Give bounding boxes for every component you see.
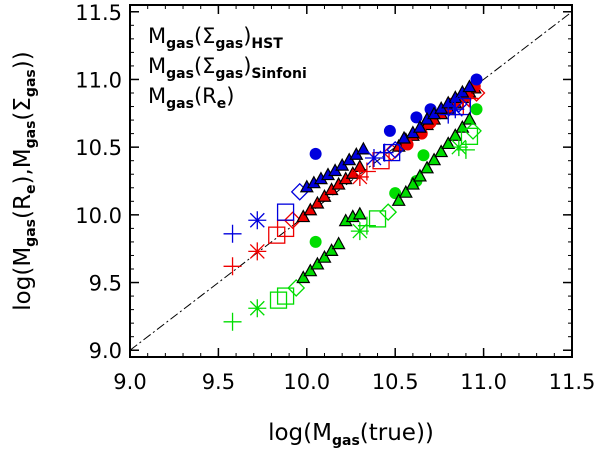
data-point-star — [449, 138, 468, 157]
data-points — [223, 73, 486, 331]
data-point-diamond — [464, 121, 482, 140]
data-point-star — [248, 211, 267, 230]
legend: Mgas(Σgas)HST Mgas(Σgas)Sinfoni Mgas(Re) — [148, 24, 307, 112]
data-point-square — [460, 127, 479, 145]
data-point-plus — [357, 216, 376, 235]
data-point-square — [368, 210, 387, 228]
x-tick-label: 9.5 — [202, 370, 235, 394]
data-point-square — [276, 219, 295, 238]
y-axis-title: log(Mgas(Re),Mgas(Σgas)) — [10, 51, 39, 310]
data-point-plus — [223, 224, 242, 243]
series-1 — [223, 73, 483, 243]
series-2 — [223, 103, 483, 331]
x-tick-label: 9.0 — [113, 370, 146, 394]
data-point-star — [364, 148, 383, 167]
x-tick-label: 10.5 — [372, 370, 419, 394]
data-point-tri — [441, 136, 456, 150]
data-point-circle — [470, 73, 483, 86]
data-point-tri — [405, 176, 420, 190]
data-point-tri — [462, 79, 477, 93]
data-point-plus — [223, 257, 242, 276]
data-point-tri — [391, 193, 406, 206]
data-point-tri — [434, 144, 449, 158]
x-tick-label: 11.5 — [549, 370, 596, 394]
data-point-diamond — [283, 211, 302, 230]
data-point-plus — [223, 312, 242, 331]
data-point-star — [446, 100, 465, 119]
data-point-tri — [303, 202, 318, 216]
one-to-one-line — [129, 11, 573, 351]
data-point-diamond — [449, 94, 468, 113]
data-point-tri — [310, 256, 325, 270]
data-point-tri — [412, 168, 427, 182]
data-point-star — [350, 222, 369, 241]
data-point-tri — [317, 249, 332, 263]
data-point-circle — [470, 103, 483, 116]
data-point-tri — [352, 206, 367, 220]
y-tick-label: 11.0 — [75, 68, 122, 92]
x-ticks: 9.0 9.5 10.0 10.5 11.0 11.5 — [113, 5, 595, 394]
legend-entry-re: Mgas(Re) — [148, 84, 234, 112]
data-point-square — [276, 287, 295, 305]
x-axis-title: log(Mgas(true)) — [268, 420, 434, 449]
data-point-tri — [412, 119, 427, 133]
data-point-tri — [331, 236, 346, 250]
data-point-tri — [303, 263, 318, 277]
data-point-tri — [296, 270, 311, 284]
y-tick-label: 10.5 — [75, 136, 122, 160]
data-point-tri — [448, 128, 463, 141]
y-ticks: 9.0 9.5 10.0 10.5 11.0 11.5 — [75, 1, 572, 363]
data-point-square — [276, 203, 295, 221]
data-point-square — [268, 226, 286, 244]
data-point-circle — [383, 124, 396, 137]
data-point-plus — [357, 162, 376, 181]
y-tick-label: 11.5 — [75, 1, 122, 25]
data-point-tri — [317, 188, 332, 202]
legend-entry-hst: Mgas(Σgas)HST — [148, 24, 283, 52]
y-tick-label: 10.0 — [75, 204, 122, 228]
data-point-tri — [310, 195, 325, 209]
data-point-circle — [417, 149, 430, 162]
data-point-star — [248, 299, 267, 318]
data-point-circle — [410, 111, 423, 124]
data-point-star — [248, 242, 267, 261]
x-tick-label: 11.0 — [460, 370, 507, 394]
data-point-tri — [427, 152, 442, 166]
data-point-diamond — [287, 279, 306, 297]
data-point-diamond — [386, 140, 405, 159]
y-tick-label: 9.5 — [89, 272, 122, 296]
data-point-tri — [356, 141, 371, 155]
data-point-tri — [296, 209, 311, 223]
data-point-star — [350, 167, 369, 186]
data-point-circle — [309, 147, 322, 160]
data-point-tri — [420, 160, 435, 174]
data-point-diamond — [379, 203, 398, 222]
data-point-tri — [324, 243, 339, 256]
legend-entry-sinfoni: Mgas(Σgas)Sinfoni — [148, 54, 307, 82]
data-point-circle — [309, 235, 322, 248]
data-point-tri — [462, 111, 477, 125]
x-tick-label: 10.0 — [283, 370, 330, 394]
data-point-plus — [456, 140, 475, 159]
data-point-square — [269, 291, 288, 309]
plot-area-frame — [129, 4, 573, 358]
data-point-tri — [398, 184, 413, 198]
y-tick-label: 9.0 — [89, 339, 122, 363]
data-point-tri — [455, 119, 470, 133]
